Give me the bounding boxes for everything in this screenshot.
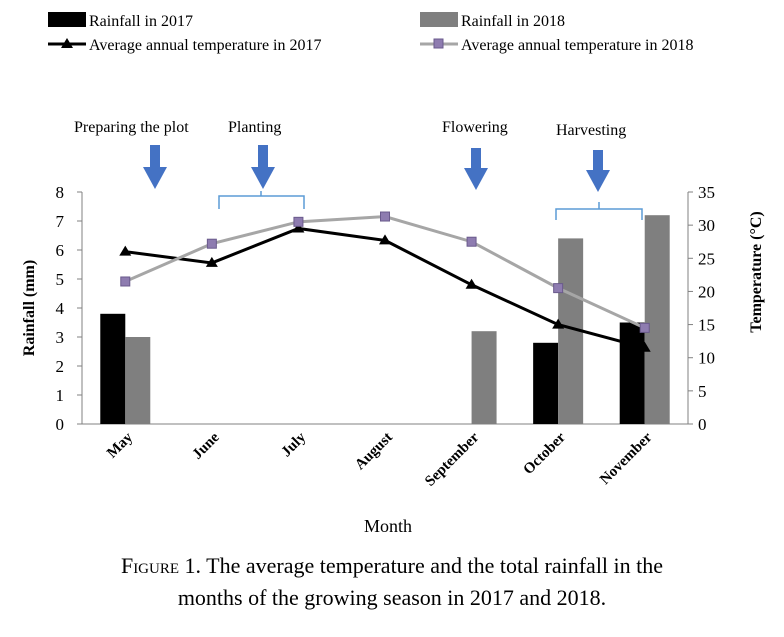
caption-line-2: months of the growing season in 2017 and… [177, 585, 607, 610]
left-tick-label: 7 [56, 212, 65, 231]
legend-label-temp-2017: Average annual temperature in 2017 [89, 37, 322, 54]
category-label: May [104, 429, 136, 461]
legend-swatch-rain-2017 [48, 12, 86, 27]
point-temperature-2017 [292, 222, 305, 233]
right-tick-label: 10 [698, 349, 715, 368]
right-tick-labels: 0 5 10 15 20 25 30 35 [688, 183, 715, 434]
stage-annotations: Preparing the plot Planting Flowering Ha… [74, 119, 643, 220]
arrow-down-icon [586, 150, 610, 192]
category-label: September [422, 429, 482, 489]
category-label: July [278, 429, 309, 460]
left-tick-label: 6 [56, 241, 65, 260]
bar-rainfall-2018 [471, 331, 497, 424]
point-temperature-2018 [120, 276, 131, 287]
point-temperature-2017 [119, 245, 132, 256]
figure-caption: Figure 1. The average temperature and th… [0, 550, 784, 614]
arrow-down-icon [251, 145, 275, 189]
point-temperature-2017 [205, 256, 218, 267]
stage-label-preparing: Preparing the plot [74, 119, 189, 136]
right-tick-label: 0 [698, 415, 707, 434]
right-tick-label: 15 [698, 316, 715, 335]
left-tick-label: 4 [56, 299, 65, 318]
left-tick-label: 3 [56, 328, 65, 347]
right-tick-label: 35 [698, 183, 715, 202]
stage-label-planting: Planting [228, 119, 281, 136]
caption-text: The average temperature and the total ra… [206, 553, 664, 578]
point-temperature-2018 [553, 283, 564, 294]
caption-label: Figure 1. [120, 553, 202, 578]
legend: Rainfall in 2017 Rainfall in 2018 Averag… [48, 12, 694, 54]
category-label: October [521, 429, 570, 478]
x-axis-title: Month [364, 516, 412, 536]
bar-rainfall-2017 [100, 313, 126, 424]
bars [100, 215, 670, 424]
point-temperature-2018 [206, 238, 217, 249]
left-tick-label: 0 [56, 415, 65, 434]
bracket-planting [218, 191, 305, 209]
arrow-down-icon [464, 148, 488, 190]
right-tick-label: 20 [698, 282, 715, 301]
bracket-harvesting [555, 202, 643, 220]
arrow-down-icon [143, 145, 167, 189]
category-label: August [352, 430, 396, 474]
point-temperature-2018 [466, 236, 477, 247]
left-tick-labels: 0 1 2 3 4 5 6 7 8 [56, 183, 82, 434]
point-temperature-2017 [552, 318, 565, 329]
left-tick-label: 8 [56, 183, 65, 202]
legend-swatch-rain-2018 [420, 12, 458, 27]
stage-label-flowering: Flowering [442, 119, 508, 136]
temperature-lines [119, 211, 651, 352]
point-temperature-2017 [379, 234, 391, 245]
category-label: June [190, 429, 223, 462]
caption-line-1: Figure 1. The average temperature and th… [0, 550, 784, 582]
right-tick-label: 5 [698, 382, 707, 401]
stage-label-harvesting: Harvesting [556, 122, 626, 139]
right-tick-label: 25 [698, 249, 715, 268]
left-tick-label: 5 [56, 270, 65, 289]
left-tick-label: 2 [56, 357, 65, 376]
bar-rainfall-2018 [125, 337, 151, 424]
left-tick-label: 1 [56, 386, 65, 405]
legend-marker-temp-2017 [61, 38, 73, 48]
axes: 0 1 2 3 4 5 6 7 8 0 5 10 15 20 25 30 35 May June July Augu… [56, 183, 716, 490]
point-temperature-2017 [638, 341, 651, 352]
bar-rainfall-2018 [644, 215, 670, 424]
category-labels: May June July August September October Novembe… [104, 429, 656, 490]
y-axis-title-left: Rainfall (mm) [21, 260, 38, 356]
bar-rainfall-2017 [619, 322, 645, 424]
category-label: November [597, 429, 656, 488]
point-temperature-2017 [465, 278, 478, 289]
legend-label-temp-2018: Average annual temperature in 2018 [461, 37, 694, 54]
right-tick-label: 30 [698, 216, 715, 235]
legend-label-rain-2018: Rainfall in 2018 [461, 13, 565, 30]
bar-rainfall-2017 [533, 342, 559, 424]
legend-label-rain-2017: Rainfall in 2017 [89, 13, 193, 30]
legend-marker-temp-2018 [433, 38, 444, 49]
point-temperature-2018 [639, 322, 650, 333]
point-temperature-2018 [293, 216, 304, 227]
y-axis-title-right: Temperature (°C) [748, 211, 765, 332]
point-temperature-2018 [380, 211, 390, 222]
